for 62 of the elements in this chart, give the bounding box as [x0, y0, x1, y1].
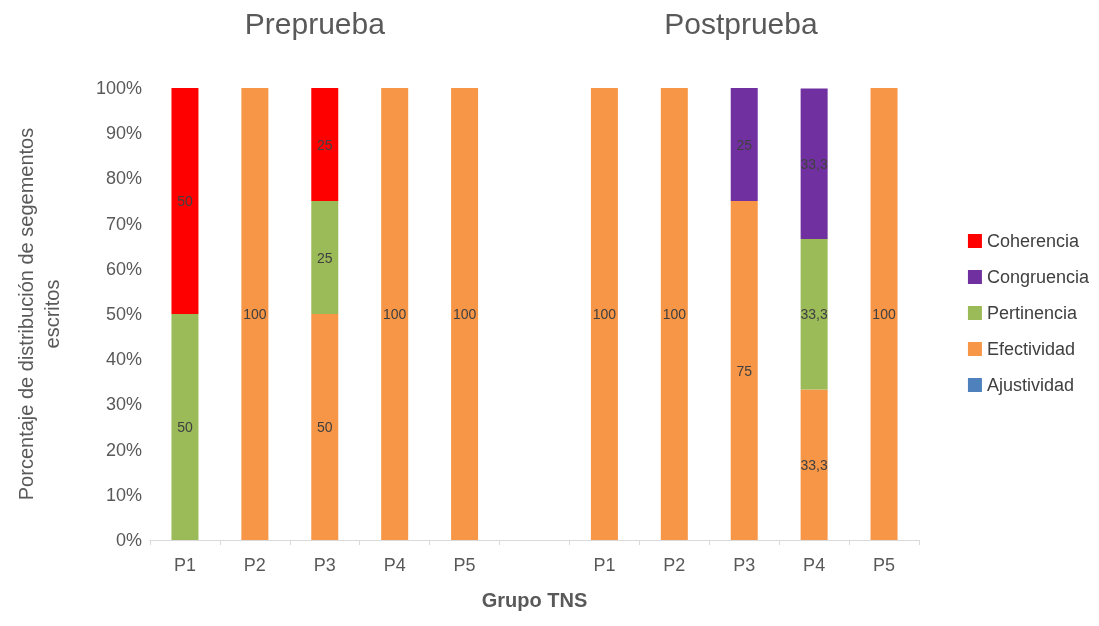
y-tick-label: 100%: [95, 78, 142, 98]
data-label: 50: [177, 419, 193, 435]
data-label: 25: [316, 136, 333, 153]
bar: [381, 88, 409, 540]
data-label: 100: [592, 306, 617, 322]
data-label: 25: [316, 249, 333, 266]
bar: [311, 88, 339, 201]
y-tick-label: 30%: [105, 394, 142, 415]
y-tick-label: 10%: [105, 484, 142, 505]
data-label: 25: [736, 136, 753, 153]
legend-label: Coherencia: [986, 231, 1080, 251]
x-axis-title: Grupo TNS: [481, 589, 588, 611]
bar: [730, 201, 758, 540]
y-tick-label: 40%: [105, 349, 142, 370]
bar: [870, 88, 898, 540]
bar: [730, 88, 758, 201]
x-tick-label: P3: [733, 555, 756, 575]
y-tick-label: 20%: [105, 439, 142, 460]
bar: [311, 314, 339, 540]
text: Preprueba: [244, 6, 386, 40]
legend-label: Ajustividad: [986, 375, 1074, 395]
bar: [241, 88, 269, 540]
x-tick-label: P2: [663, 555, 686, 575]
x-tick-label: P3: [313, 555, 336, 575]
data-label: 50: [177, 193, 193, 209]
bar: [800, 389, 828, 540]
data-label: 100: [872, 306, 896, 322]
bar: [800, 88, 828, 239]
x-tick-label: P1: [593, 555, 616, 575]
legend-label: Pertinencia: [986, 303, 1078, 323]
data-label: 100: [243, 306, 267, 322]
data-label: 100: [452, 306, 477, 322]
y-tick-label: 70%: [105, 213, 142, 234]
bar: [451, 88, 479, 540]
x-tick-label: P4: [803, 555, 826, 575]
data-label: 33,3: [800, 456, 828, 473]
x-tick-label: P5: [873, 555, 896, 575]
y-tick-label: 60%: [105, 258, 142, 279]
data-label: 75: [736, 362, 753, 379]
y-tick-label: 0%: [115, 530, 142, 550]
bar: [800, 238, 828, 390]
data-label: 33,3: [800, 155, 828, 172]
x-tick-label: P5: [453, 555, 476, 575]
y-tick-label: 90%: [105, 123, 142, 144]
data-label: 100: [662, 306, 687, 322]
bar: [660, 88, 688, 540]
y-tick-label: 80%: [105, 168, 142, 189]
x-tick-label: P1: [173, 555, 196, 575]
data-label: 33,3: [800, 306, 828, 323]
data-label: 50: [316, 419, 333, 435]
y-axis-title: Porcentaje de distribución de segementos escritos: [15, 127, 63, 501]
bar: [171, 88, 199, 314]
legend-label: Congruencia: [986, 267, 1090, 287]
bar: [171, 314, 199, 540]
text: Postprueba: [664, 6, 818, 40]
x-tick-label: P2: [243, 555, 266, 575]
bar: [590, 88, 618, 540]
y-tick-label: 50%: [105, 304, 142, 324]
legend-label: Efectividad: [986, 339, 1075, 359]
data-label: 100: [383, 306, 407, 322]
bar: [311, 201, 339, 314]
x-tick-label: P4: [383, 555, 406, 575]
